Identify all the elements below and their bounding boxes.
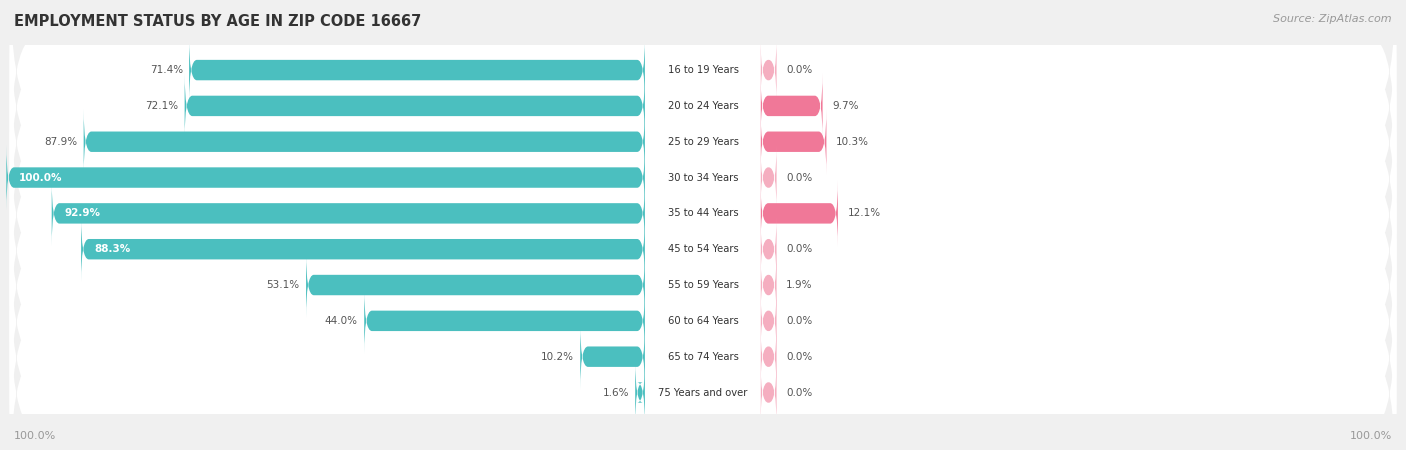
Text: 88.3%: 88.3% [94,244,131,254]
Text: 0.0%: 0.0% [786,387,813,397]
Text: Source: ZipAtlas.com: Source: ZipAtlas.com [1274,14,1392,23]
FancyBboxPatch shape [645,324,761,389]
FancyBboxPatch shape [761,216,776,282]
Text: 72.1%: 72.1% [145,101,179,111]
Text: 1.9%: 1.9% [786,280,813,290]
Text: 12.1%: 12.1% [848,208,880,218]
Text: 1.6%: 1.6% [602,387,628,397]
FancyBboxPatch shape [82,216,645,282]
FancyBboxPatch shape [83,109,645,175]
Text: 0.0%: 0.0% [786,316,813,326]
FancyBboxPatch shape [761,288,776,354]
Text: 9.7%: 9.7% [832,101,859,111]
Text: 10.2%: 10.2% [541,352,574,362]
FancyBboxPatch shape [10,284,1396,450]
Text: 75 Years and over: 75 Years and over [658,387,748,397]
Text: 10.3%: 10.3% [837,137,869,147]
Text: 44.0%: 44.0% [325,316,359,326]
Text: 71.4%: 71.4% [149,65,183,75]
FancyBboxPatch shape [10,69,1396,288]
FancyBboxPatch shape [10,105,1396,324]
Text: 87.9%: 87.9% [44,137,77,147]
FancyBboxPatch shape [761,324,776,389]
FancyBboxPatch shape [645,180,761,246]
Text: 16 to 19 Years: 16 to 19 Years [668,65,738,75]
FancyBboxPatch shape [761,37,776,103]
Text: 92.9%: 92.9% [65,208,101,218]
FancyBboxPatch shape [10,248,1396,450]
FancyBboxPatch shape [10,177,1396,396]
FancyBboxPatch shape [10,0,1396,217]
Text: 30 to 34 Years: 30 to 34 Years [668,172,738,183]
FancyBboxPatch shape [645,73,761,139]
Text: 35 to 44 Years: 35 to 44 Years [668,208,738,218]
FancyBboxPatch shape [364,288,645,354]
FancyBboxPatch shape [52,180,645,246]
FancyBboxPatch shape [761,109,827,175]
FancyBboxPatch shape [645,145,761,210]
FancyBboxPatch shape [645,37,761,103]
FancyBboxPatch shape [761,252,776,318]
FancyBboxPatch shape [645,360,761,425]
Text: 65 to 74 Years: 65 to 74 Years [668,352,738,362]
Text: 25 to 29 Years: 25 to 29 Years [668,137,738,147]
Text: 55 to 59 Years: 55 to 59 Years [668,280,738,290]
FancyBboxPatch shape [645,288,761,354]
FancyBboxPatch shape [645,216,761,282]
FancyBboxPatch shape [10,0,1396,181]
Text: 100.0%: 100.0% [1350,431,1392,441]
FancyBboxPatch shape [10,213,1396,432]
Text: 20 to 24 Years: 20 to 24 Years [668,101,738,111]
Text: 0.0%: 0.0% [786,352,813,362]
FancyBboxPatch shape [761,145,776,210]
FancyBboxPatch shape [761,360,776,425]
Text: 0.0%: 0.0% [786,65,813,75]
Text: 100.0%: 100.0% [20,172,63,183]
Text: EMPLOYMENT STATUS BY AGE IN ZIP CODE 16667: EMPLOYMENT STATUS BY AGE IN ZIP CODE 166… [14,14,422,28]
Text: 0.0%: 0.0% [786,172,813,183]
Text: 0.0%: 0.0% [786,244,813,254]
FancyBboxPatch shape [6,145,645,210]
Text: 100.0%: 100.0% [14,431,56,441]
Text: 60 to 64 Years: 60 to 64 Years [668,316,738,326]
FancyBboxPatch shape [307,252,645,318]
FancyBboxPatch shape [188,37,645,103]
Text: 45 to 54 Years: 45 to 54 Years [668,244,738,254]
FancyBboxPatch shape [636,360,645,425]
Text: 53.1%: 53.1% [267,280,299,290]
FancyBboxPatch shape [761,73,823,139]
FancyBboxPatch shape [10,141,1396,360]
FancyBboxPatch shape [581,324,645,389]
FancyBboxPatch shape [184,73,645,139]
FancyBboxPatch shape [645,252,761,318]
FancyBboxPatch shape [761,180,838,246]
FancyBboxPatch shape [10,34,1396,253]
FancyBboxPatch shape [645,109,761,175]
